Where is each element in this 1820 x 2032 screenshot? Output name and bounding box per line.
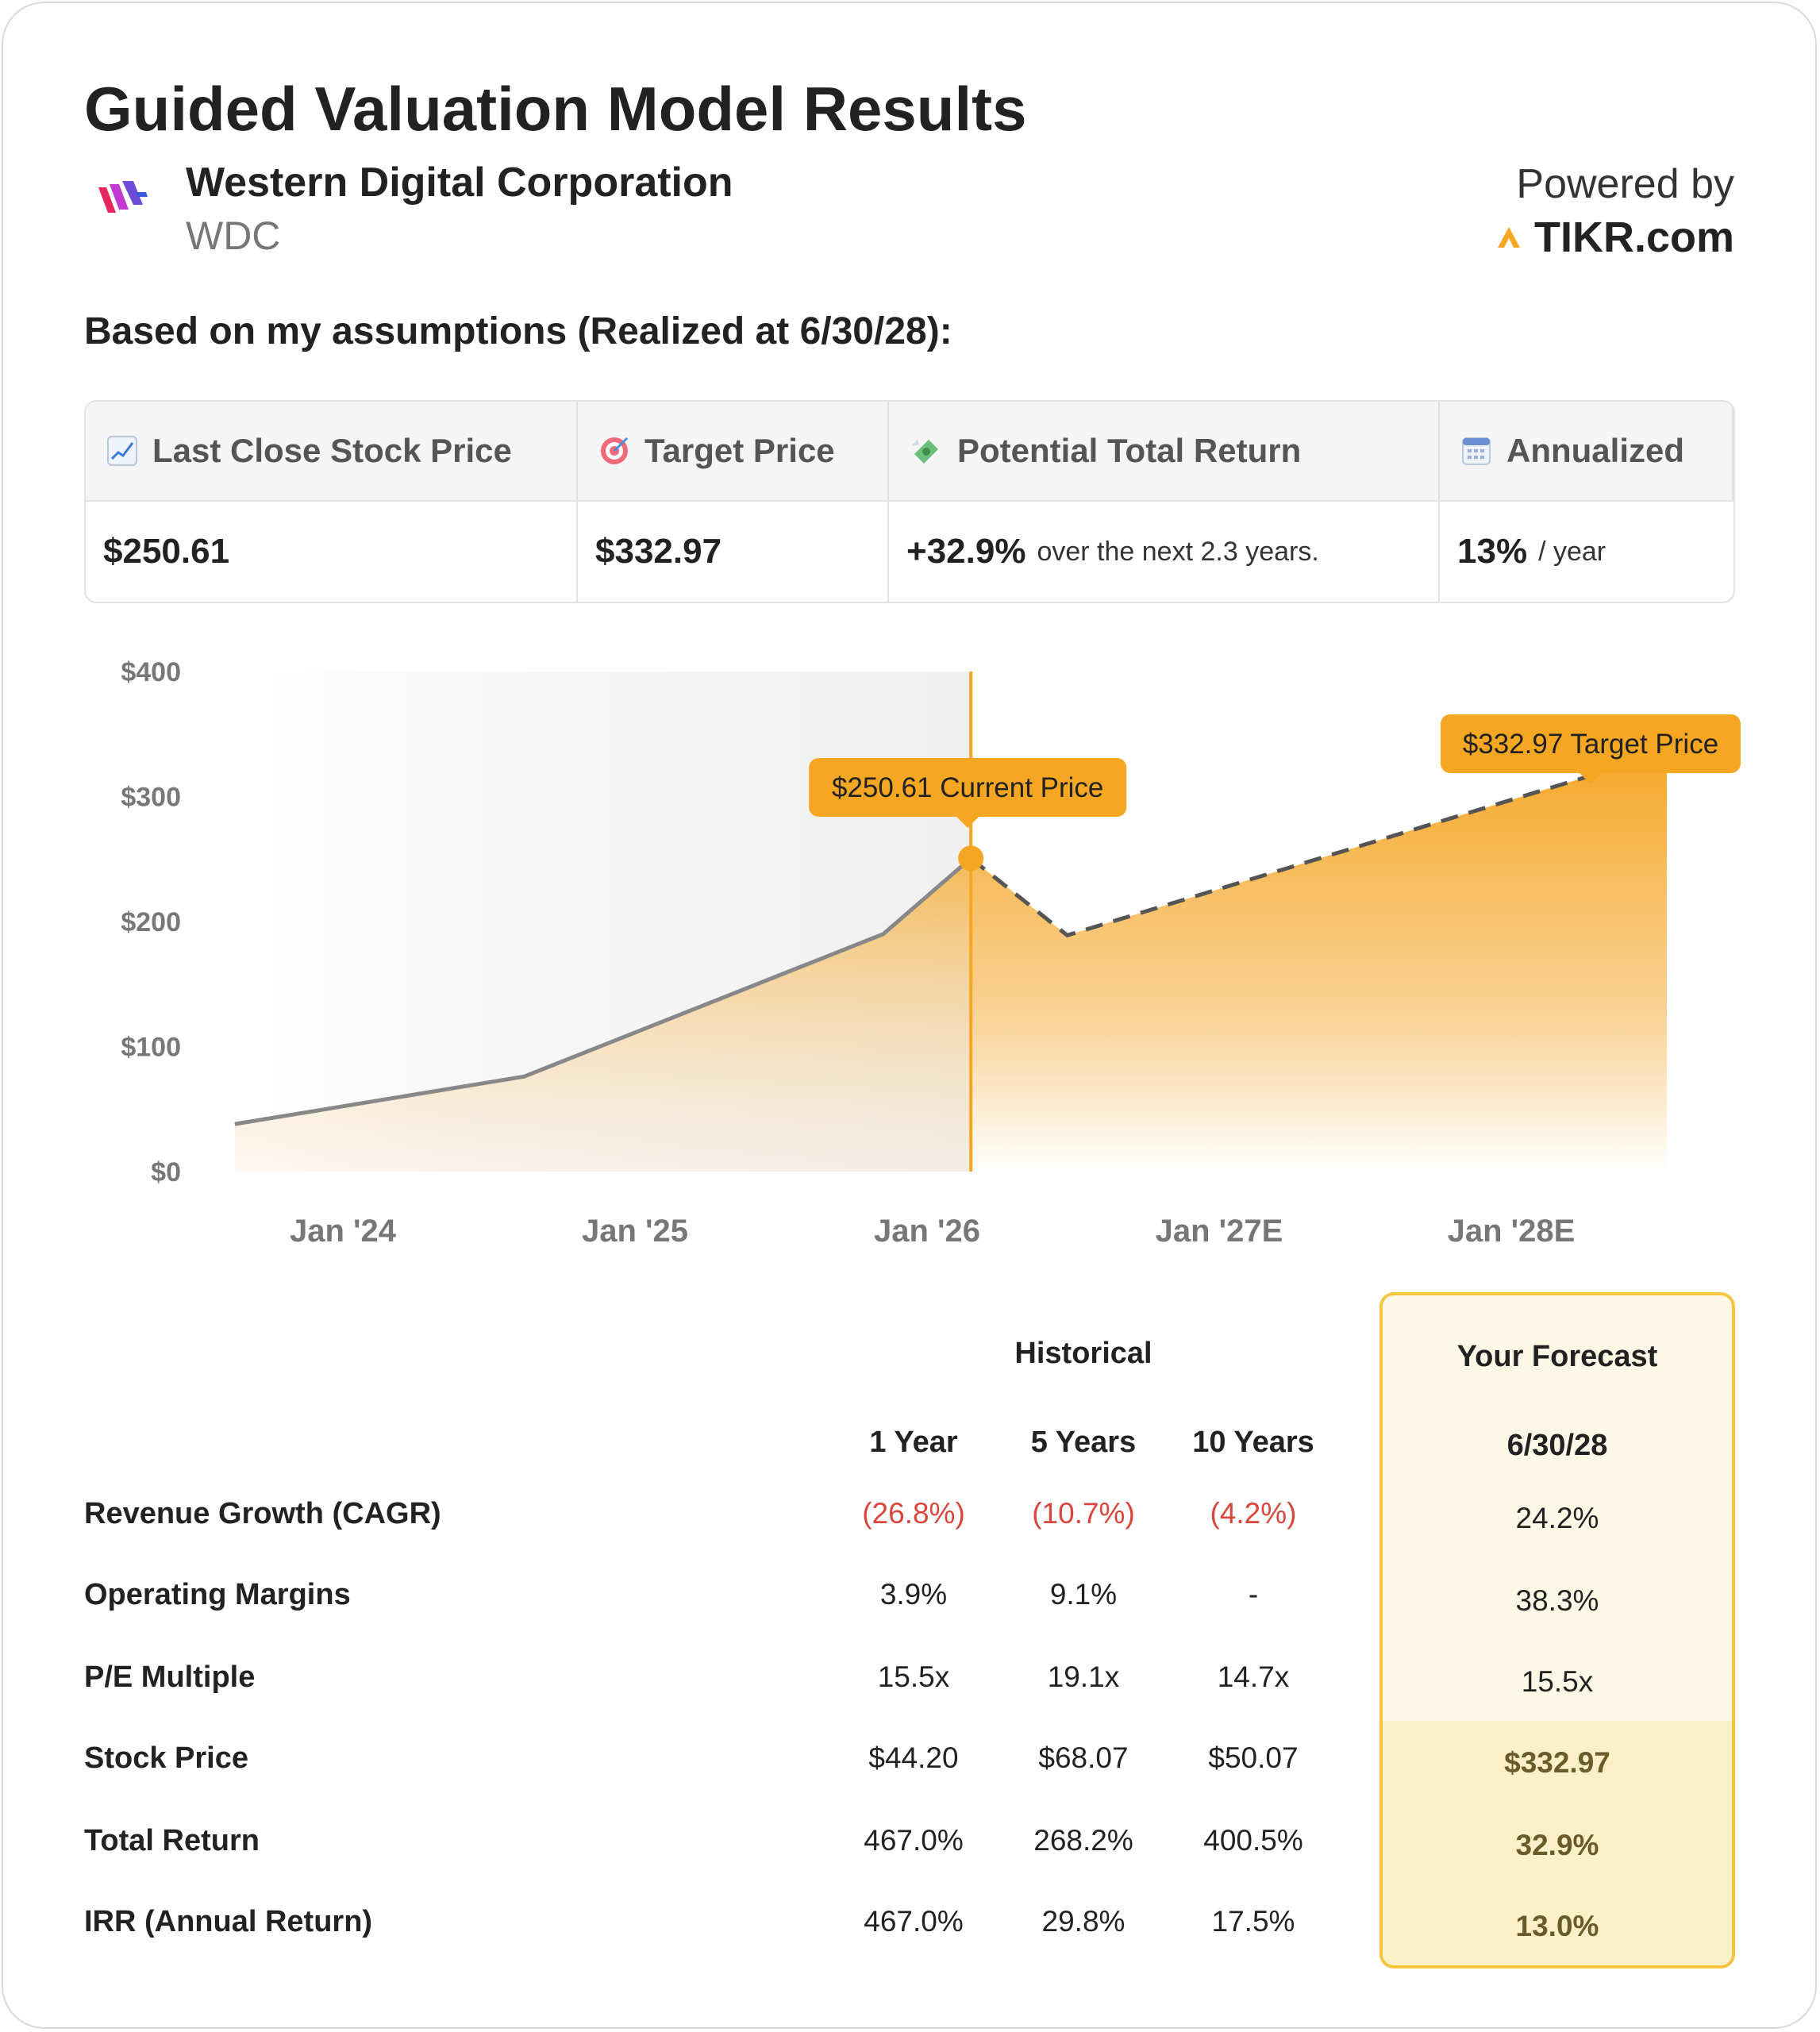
annualized-percent: 13% xyxy=(1457,532,1528,571)
y-tick-label: $200 xyxy=(121,907,181,937)
y-tick-label: $0 xyxy=(151,1157,181,1187)
row-label-irr: IRR (Annual Return) xyxy=(84,1905,373,1938)
target-price-header: Target Price xyxy=(578,402,889,502)
y-tick-label: $100 xyxy=(121,1033,181,1063)
cell-total-return-2: 400.5% xyxy=(1203,1824,1303,1857)
current-price-tooltip: $250.61 Current Price xyxy=(809,758,1127,828)
brand-name: TIKR.com xyxy=(1533,214,1734,261)
y-tick-label: $300 xyxy=(121,783,181,813)
money-with-wings-icon xyxy=(911,440,938,464)
x-tick-label: Jan '27E xyxy=(1156,1214,1283,1249)
col-1-year: 1 Year xyxy=(869,1426,958,1459)
last-close-header: Last Close Stock Price xyxy=(86,402,578,502)
company-name: Western Digital Corporation xyxy=(186,160,733,206)
target-price-label: Target Price xyxy=(645,432,835,469)
historical-area xyxy=(234,858,972,1172)
row-label-total-return: Total Return xyxy=(84,1824,260,1857)
cell-irr-0: 467.0% xyxy=(864,1905,964,1938)
annualized-value: 13% / year xyxy=(1440,502,1733,602)
target-price-tooltip: $332.97 Target Price xyxy=(1441,714,1741,784)
x-tick-label: Jan '24 xyxy=(290,1214,397,1249)
cell-total-return-1: 268.2% xyxy=(1033,1824,1133,1857)
cell-pe-multiple-0: 15.5x xyxy=(877,1661,950,1693)
forecast-operating-margins: 38.3% xyxy=(1515,1584,1599,1617)
brand-link[interactable]: TIKR.com xyxy=(1495,213,1734,262)
cell-operating-margins-0: 3.9% xyxy=(879,1578,948,1611)
annualized-note: / year xyxy=(1538,536,1606,567)
cell-stock-price-1: $68.07 xyxy=(1038,1741,1129,1774)
calendar-icon xyxy=(1462,437,1491,465)
forecast-pe-multiple: 15.5x xyxy=(1521,1665,1594,1698)
last-close-value: $250.61 xyxy=(86,502,578,602)
x-tick-label: Jan '25 xyxy=(582,1214,688,1249)
row-label-operating-margins: Operating Margins xyxy=(84,1578,351,1611)
row-label-stock-price: Stock Price xyxy=(84,1741,248,1775)
forecast-date: 6/30/28 xyxy=(1506,1429,1608,1462)
summary-table: Last Close Stock Price Target Price Pote… xyxy=(84,400,1735,603)
historical-price-line xyxy=(234,856,972,1126)
forecast-revenue-growth: 24.2% xyxy=(1515,1502,1599,1534)
x-tick-label: Jan '28E xyxy=(1448,1214,1576,1249)
forecast-area xyxy=(971,747,1667,1172)
target-price-value: $332.97 xyxy=(578,502,889,602)
annualized-header: Annualized xyxy=(1440,402,1733,502)
cell-revenue-growth-2: (4.2%) xyxy=(1210,1497,1297,1530)
potential-return-label: Potential Total Return xyxy=(957,432,1302,469)
assumptions-subtitle: Based on my assumptions (Realized at 6/3… xyxy=(84,310,952,352)
forecast-header: Your Forecast xyxy=(1456,1340,1658,1373)
col-5-years: 5 Years xyxy=(1030,1426,1137,1459)
company-logo-icon xyxy=(98,181,148,213)
cell-revenue-growth-0: (26.8%) xyxy=(862,1497,965,1530)
forecast-total-return: 32.9% xyxy=(1515,1829,1599,1861)
cell-operating-margins-1: 9.1% xyxy=(1049,1578,1118,1611)
return-percent: +32.9% xyxy=(906,532,1026,571)
target-icon xyxy=(601,437,629,464)
cell-pe-multiple-1: 19.1x xyxy=(1047,1661,1120,1693)
potential-return-value: +32.9% over the next 2.3 years. xyxy=(889,502,1440,602)
current-price-marker xyxy=(958,845,984,872)
row-label-pe-multiple: P/E Multiple xyxy=(84,1661,256,1694)
price-chart: $400 $300 $200 $100 $0 $250.61 Current Price… xyxy=(121,657,1741,1249)
cell-irr-1: 29.8% xyxy=(1041,1905,1125,1938)
annualized-label: Annualized xyxy=(1506,432,1685,469)
tikr-logo-icon xyxy=(1497,227,1520,248)
cell-revenue-growth-1: (10.7%) xyxy=(1032,1497,1135,1530)
forecast-results-band xyxy=(1383,1721,1732,1965)
cell-pe-multiple-2: 14.7x xyxy=(1217,1661,1290,1693)
cell-stock-price-0: $44.20 xyxy=(868,1741,959,1774)
row-label-revenue-growth: Revenue Growth (CAGR) xyxy=(84,1497,441,1530)
potential-return-header: Potential Total Return xyxy=(889,402,1440,502)
cell-stock-price-2: $50.07 xyxy=(1208,1741,1299,1774)
col-10-years: 10 Years xyxy=(1192,1426,1314,1459)
target-price-label: $332.97 Target Price xyxy=(1463,729,1718,760)
forecast-irr: 13.0% xyxy=(1515,1910,1599,1942)
chart-increasing-icon xyxy=(107,436,137,466)
x-tick-label: Jan '26 xyxy=(874,1214,980,1249)
last-close-label: Last Close Stock Price xyxy=(152,432,512,469)
current-price-label: $250.61 Current Price xyxy=(832,772,1103,803)
forecast-column: Your Forecast 6/30/28 24.2% 38.3% 15.5x … xyxy=(1379,1292,1735,1968)
ticker-symbol: WDC xyxy=(186,214,281,258)
forecast-stock-price: $332.97 xyxy=(1504,1746,1610,1779)
cell-operating-margins-2: - xyxy=(1248,1578,1259,1611)
powered-by-label: Powered by xyxy=(1516,161,1734,207)
return-note: over the next 2.3 years. xyxy=(1037,536,1319,567)
cell-total-return-0: 467.0% xyxy=(864,1824,964,1857)
forecast-price-line xyxy=(969,753,1658,938)
y-tick-label: $400 xyxy=(121,657,181,687)
cell-irr-2: 17.5% xyxy=(1211,1905,1295,1938)
page-title: Guided Valuation Model Results xyxy=(84,74,1027,144)
historical-header: Historical xyxy=(1014,1337,1152,1370)
